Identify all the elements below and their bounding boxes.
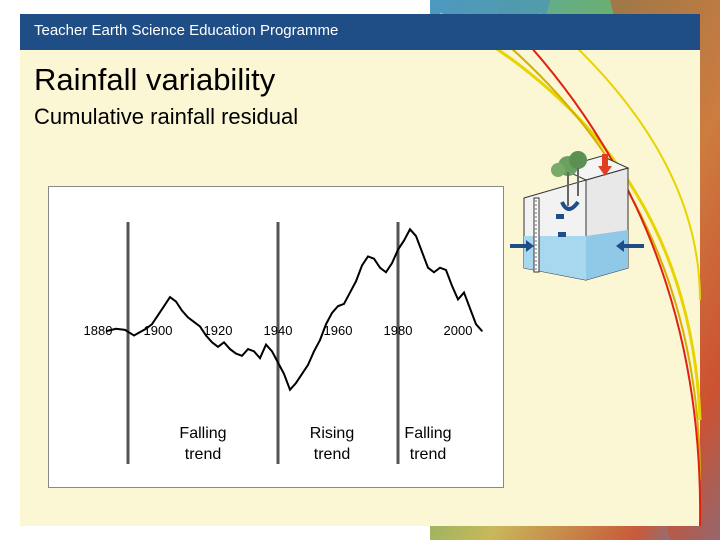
data-point-1958 xyxy=(331,312,333,314)
trend-label-2-1: trend xyxy=(410,446,446,463)
data-point-2000 xyxy=(457,298,459,301)
chart-frame xyxy=(48,186,504,488)
data-point-1918 xyxy=(211,341,213,344)
data-point-2002 xyxy=(463,291,465,294)
data-point-1986 xyxy=(415,235,417,237)
data-point-1924 xyxy=(229,348,231,350)
data-point-1900 xyxy=(157,314,159,316)
data-point-2004 xyxy=(469,307,471,310)
data-point-1906 xyxy=(175,300,177,303)
header-title: Teacher Earth Science Education Programm… xyxy=(34,22,339,39)
data-point-1896 xyxy=(145,327,147,330)
data-point-1990 xyxy=(427,266,429,269)
trend-label-0-0: Falling xyxy=(179,425,226,442)
slide-title: Rainfall variability xyxy=(34,62,276,97)
data-point-1968 xyxy=(361,264,363,267)
data-point-1964 xyxy=(349,291,351,294)
data-point-2006 xyxy=(475,323,477,326)
data-point-1883 xyxy=(106,330,108,332)
data-point-1886 xyxy=(115,327,117,330)
data-point-1984 xyxy=(409,228,411,231)
data-point-2008 xyxy=(481,330,483,332)
data-point-1966 xyxy=(355,280,357,283)
data-point-1940 xyxy=(277,361,279,364)
data-point-1988 xyxy=(421,251,423,253)
slide-subtitle: Cumulative rainfall residual xyxy=(34,104,299,129)
data-point-1928 xyxy=(241,355,243,357)
data-point-1932 xyxy=(253,350,255,353)
data-point-1974 xyxy=(379,266,381,269)
data-point-1926 xyxy=(235,352,237,355)
trend-label-1-1: trend xyxy=(314,446,350,463)
data-point-1922 xyxy=(223,341,225,344)
data-point-1992 xyxy=(433,271,435,274)
data-point-1980 xyxy=(397,248,399,251)
data-point-1994 xyxy=(439,266,441,269)
data-point-1936 xyxy=(265,343,267,346)
data-point-1962 xyxy=(343,303,345,305)
x-tick-label-1880: 1880 xyxy=(84,323,113,338)
trend-label-2-0: Falling xyxy=(404,425,451,442)
trend-label-0-1: trend xyxy=(185,446,221,463)
x-tick-label-2000: 2000 xyxy=(444,323,473,338)
data-point-1952 xyxy=(313,350,315,353)
x-tick-label-1980: 1980 xyxy=(384,323,413,338)
data-point-1904 xyxy=(169,296,171,298)
data-point-1916 xyxy=(205,334,207,337)
data-point-1942 xyxy=(283,373,285,375)
data-point-1998 xyxy=(451,285,453,287)
data-point-1898 xyxy=(151,323,153,326)
data-point-1976 xyxy=(385,271,387,274)
data-point-1954 xyxy=(319,339,321,341)
data-point-1946 xyxy=(295,382,297,384)
data-point-1944 xyxy=(289,388,291,391)
x-tick-label-1940: 1940 xyxy=(264,323,293,338)
data-point-1930 xyxy=(247,348,249,350)
data-point-1948 xyxy=(301,373,303,375)
data-point-1996 xyxy=(445,269,447,271)
x-tick-label-1920: 1920 xyxy=(204,323,233,338)
data-point-1894 xyxy=(139,331,141,333)
data-point-1938 xyxy=(271,350,273,353)
header-bar xyxy=(20,14,700,50)
data-point-1902 xyxy=(163,305,165,307)
groundwater-diagram xyxy=(510,151,644,281)
data-point-1970 xyxy=(367,255,369,258)
data-point-1978 xyxy=(391,262,393,264)
data-point-1914 xyxy=(199,325,201,328)
data-point-1956 xyxy=(325,323,327,326)
series-line-0 xyxy=(106,227,483,392)
data-point-1950 xyxy=(307,364,309,366)
data-point-1934 xyxy=(259,357,261,359)
data-point-1972 xyxy=(373,257,375,260)
data-point-1912 xyxy=(193,321,195,323)
data-point-1910 xyxy=(187,316,189,319)
data-point-1982 xyxy=(403,239,405,242)
x-tick-label-1960: 1960 xyxy=(324,323,353,338)
x-tick-label-1900: 1900 xyxy=(144,323,173,338)
rainfall-chart: 1880 1900 1920 1940 1960 1980 2000 Falling trend… xyxy=(84,222,483,464)
data-point-1960 xyxy=(337,305,339,307)
data-point-1908 xyxy=(181,309,183,312)
data-point-1889 xyxy=(124,329,126,331)
trend-label-1-0: Rising xyxy=(310,425,354,442)
data-point-1892 xyxy=(133,334,135,337)
data-point-1920 xyxy=(217,346,219,348)
